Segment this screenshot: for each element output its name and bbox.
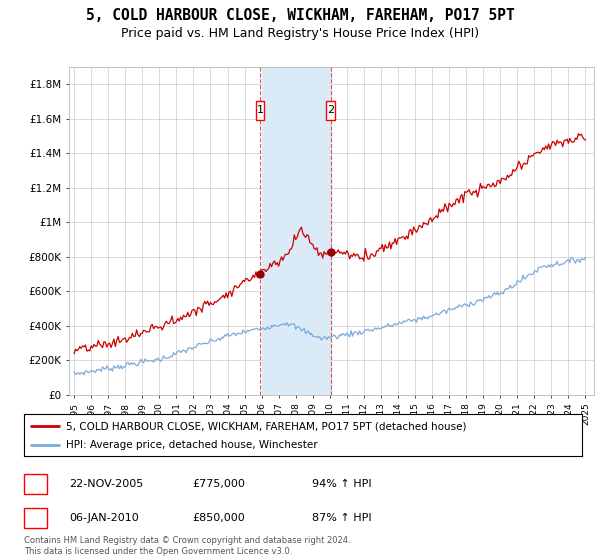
Bar	[262, 67, 331, 395]
Text: Contains HM Land Registry data © Crown copyright and database right 2024.
This d: Contains HM Land Registry data © Crown c…	[24, 536, 350, 556]
Text: £775,000: £775,000	[192, 479, 245, 489]
Text: Price paid vs. HM Land Registry's House Price Index (HPI): Price paid vs. HM Land Registry's House …	[121, 27, 479, 40]
Text: 1: 1	[32, 478, 39, 491]
Text: 5, COLD HARBOUR CLOSE, WICKHAM, FAREHAM, PO17 5PT: 5, COLD HARBOUR CLOSE, WICKHAM, FAREHAM,…	[86, 8, 514, 24]
Text: 5, COLD HARBOUR CLOSE, WICKHAM, FAREHAM, PO17 5PT (detached house): 5, COLD HARBOUR CLOSE, WICKHAM, FAREHAM,…	[66, 421, 466, 431]
Text: 06-JAN-2010: 06-JAN-2010	[69, 513, 139, 523]
Text: £850,000: £850,000	[192, 513, 245, 523]
Text: 1: 1	[256, 105, 263, 115]
Text: 2: 2	[327, 105, 334, 115]
Text: 94% ↑ HPI: 94% ↑ HPI	[312, 479, 371, 489]
Text: HPI: Average price, detached house, Winchester: HPI: Average price, detached house, Winc…	[66, 440, 317, 450]
FancyBboxPatch shape	[256, 101, 264, 120]
Text: 2: 2	[32, 511, 39, 525]
FancyBboxPatch shape	[326, 101, 335, 120]
Text: 87% ↑ HPI: 87% ↑ HPI	[312, 513, 371, 523]
Text: 22-NOV-2005: 22-NOV-2005	[69, 479, 143, 489]
